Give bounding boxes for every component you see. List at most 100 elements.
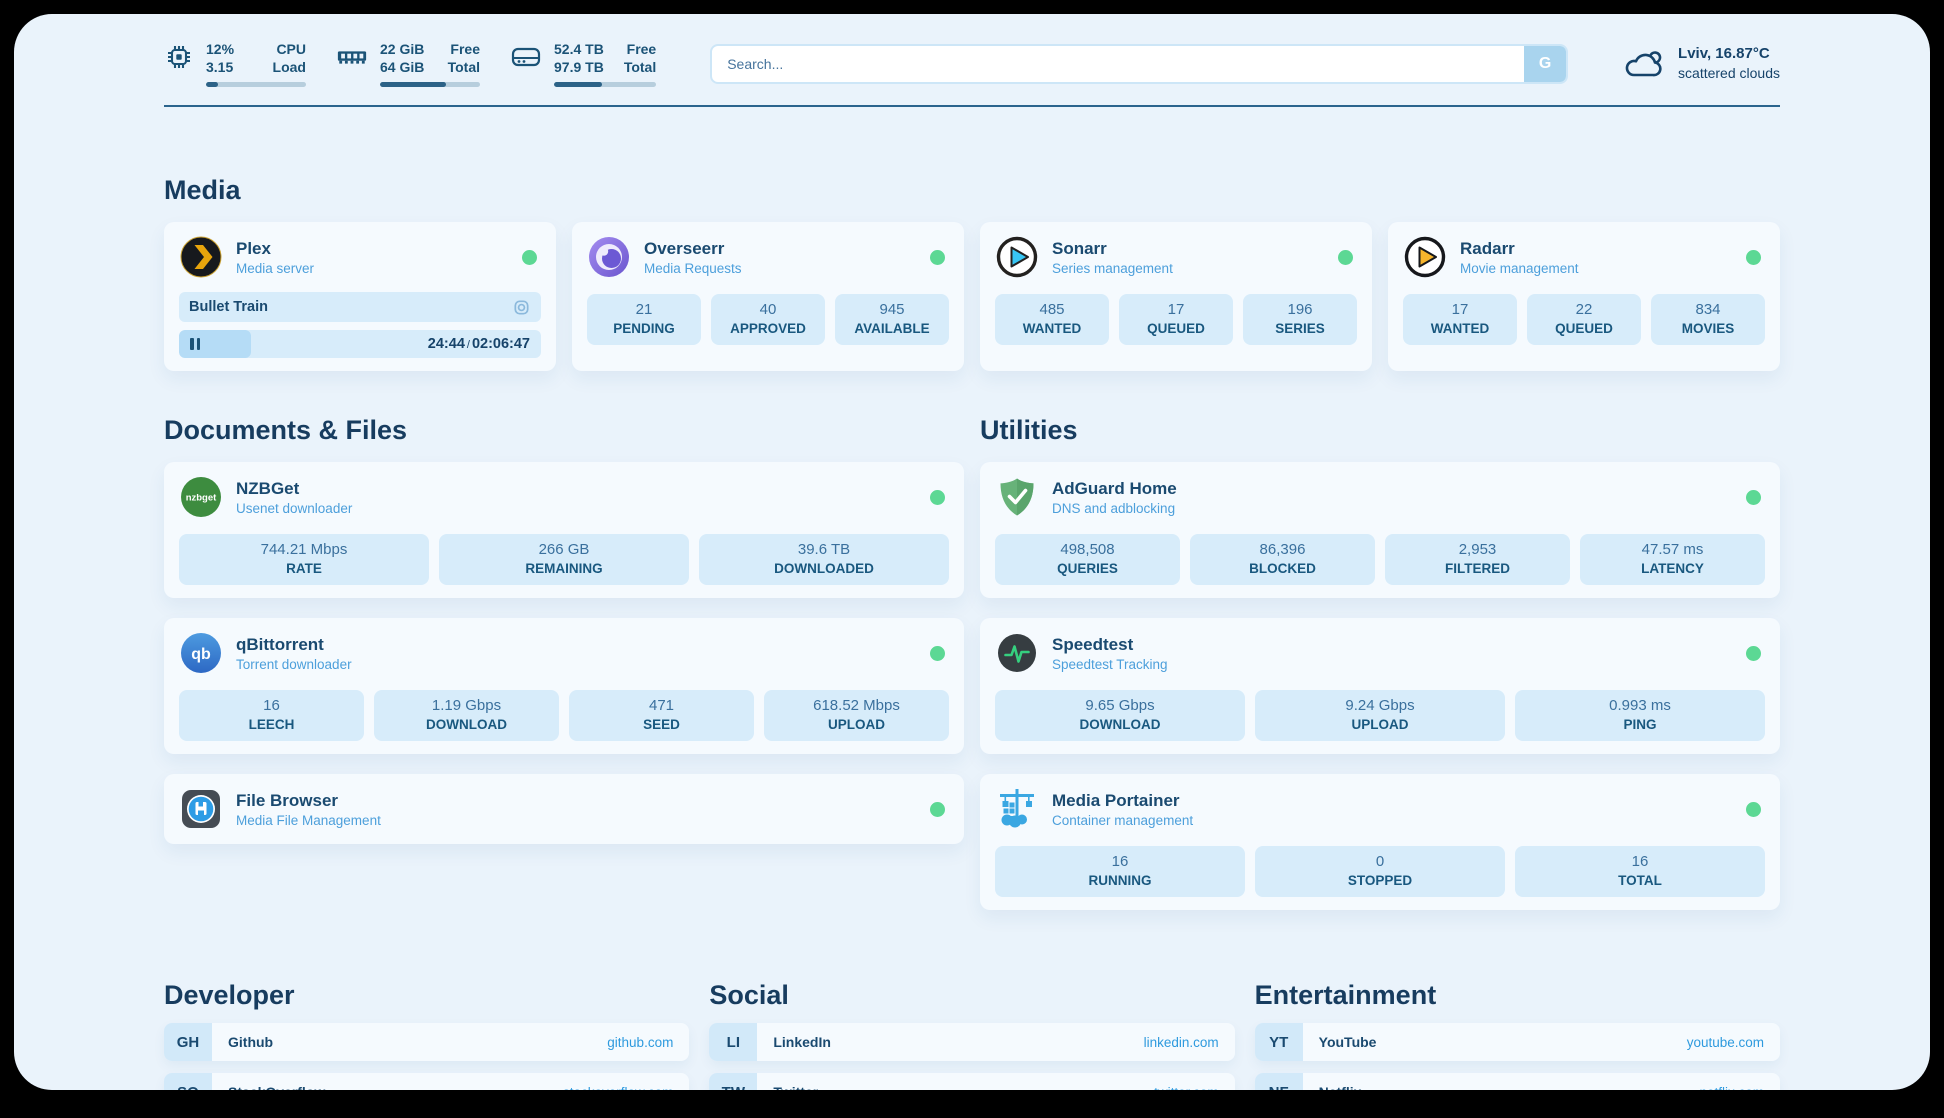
stat-value: 744.21 Mbps	[260, 541, 348, 559]
stat-value: 0	[1375, 853, 1385, 871]
stat-download: 1.19 Gbps DOWNLOAD	[374, 690, 559, 742]
status-dot	[1746, 645, 1761, 661]
bookmark-tag: NF	[1254, 1073, 1303, 1090]
stat-label: PING	[1623, 717, 1657, 733]
ram-free: 22 GiB	[380, 41, 425, 57]
stat-value: 0.993 ms	[1609, 697, 1671, 715]
stat-value: 471	[648, 697, 675, 715]
app-title: Overseerr	[644, 238, 725, 258]
stat-label: REMAINING	[525, 561, 603, 577]
stat-value: 945	[879, 301, 905, 319]
plex-card[interactable]: Plex Media server Bullet Train	[164, 222, 556, 372]
stat-label: AVAILABLE	[854, 321, 930, 337]
qbittorrent-card[interactable]: qb qBittorrent Torrent downloader 16 LEE…	[164, 618, 964, 755]
status-dot	[1746, 489, 1761, 505]
status-dot	[522, 249, 537, 265]
now-playing-row: Bullet Train	[179, 292, 541, 323]
developer-section: Developer GH Github github.com SO StackO…	[164, 980, 690, 1090]
disk-values: 52.4 TB 97.9 TB	[554, 40, 604, 76]
bookmark-url[interactable]: linkedin.com	[1143, 1034, 1219, 1050]
stat-value: 16	[263, 697, 280, 715]
utilities-section: Utilities AdGuard Home DNS and adblockin…	[980, 415, 1780, 930]
dashboard-page: 12% 3.15 CPU Load	[14, 14, 1930, 1090]
bookmark-stackoverflow[interactable]: SO StackOverflow stackoverflow.com	[164, 1073, 690, 1090]
bookmark-github[interactable]: GH Github github.com	[164, 1023, 690, 1062]
disk-free: 52.4 TB	[554, 41, 604, 57]
status-dot	[930, 801, 945, 817]
stat-download: 9.65 Gbps DOWNLOAD	[995, 690, 1245, 742]
portainer-icon	[1000, 789, 1034, 828]
cpu-values: 12% 3.15	[206, 40, 234, 76]
bookmark-netflix[interactable]: NF Netflix netflix.com	[1254, 1073, 1780, 1090]
search-bar[interactable]: G	[710, 43, 1569, 84]
status-dot	[1338, 249, 1353, 265]
disk-total: 97.9 TB	[554, 59, 604, 76]
stat-ping: 0.993 ms PING	[1515, 690, 1765, 742]
search-engine-button[interactable]: G	[1524, 45, 1567, 82]
stat-queued: 17 QUEUED	[1119, 294, 1233, 346]
app-subtitle: Media Requests	[644, 260, 742, 276]
stat-label: MOVIES	[1681, 321, 1735, 337]
qbittorrent-icon: qb	[181, 633, 221, 674]
speedtest-icon	[998, 634, 1036, 673]
bookmark-twitter[interactable]: TW Twitter twitter.com	[709, 1073, 1235, 1090]
stat-value: 22	[1575, 301, 1593, 319]
radarr-card[interactable]: Radarr Movie management 17 WANTED 22 QUE…	[1388, 222, 1780, 372]
weather-widget: Lviv, 16.87°C scattered clouds	[1622, 44, 1780, 83]
stat-value: 1.19 Gbps	[431, 697, 502, 715]
portainer-card[interactable]: Media Portainer Container management 16 …	[980, 774, 1780, 911]
stat-upload: 618.52 Mbps UPLOAD	[764, 690, 949, 742]
bookmark-url[interactable]: github.com	[607, 1034, 674, 1050]
stat-label: DOWNLOADED	[774, 561, 874, 577]
app-title: Speedtest	[1052, 634, 1134, 654]
stat-label: UPLOAD	[1351, 717, 1409, 733]
overseerr-card[interactable]: Overseerr Media Requests 21 PENDING 40 A…	[572, 222, 964, 372]
speedtest-card[interactable]: Speedtest Speedtest Tracking 9.65 Gbps D…	[980, 618, 1780, 755]
bookmark-url[interactable]: stackoverflow.com	[563, 1085, 673, 1090]
bookmark-url[interactable]: netflix.com	[1699, 1085, 1764, 1090]
stat-blocked: 86,396 BLOCKED	[1190, 534, 1375, 586]
topbar-divider	[164, 105, 1780, 108]
adguard-card[interactable]: AdGuard Home DNS and adblocking 498,508 …	[980, 462, 1780, 599]
stat-value: 39.6 TB	[797, 541, 851, 559]
stat-label: BLOCKED	[1249, 561, 1316, 577]
filebrowser-card[interactable]: File Browser Media File Management	[164, 774, 964, 845]
svg-text:nzbget: nzbget	[186, 493, 217, 504]
playback-time: 24:44/02:06:47	[428, 336, 530, 352]
stat-label: STOPPED	[1347, 873, 1413, 889]
gear-icon[interactable]	[512, 298, 531, 317]
disk-stat: 52.4 TB 97.9 TB Free Total	[510, 40, 657, 88]
bookmark-youtube[interactable]: YT YouTube youtube.com	[1254, 1023, 1780, 1062]
stat-movies: 834 MOVIES	[1651, 294, 1765, 346]
ram-progress-fill	[380, 82, 446, 88]
playback-progress-bar[interactable]: 24:44/02:06:47	[179, 330, 541, 359]
status-dot	[930, 249, 945, 265]
documents-section: Documents & Files nzbget NZBGet Usenet d…	[164, 415, 964, 930]
bookmark-tag: GH	[164, 1023, 212, 1062]
developer-heading: Developer	[164, 980, 295, 1011]
app-subtitle: DNS and adblocking	[1052, 500, 1176, 516]
stat-downloaded: 39.6 TB DOWNLOADED	[699, 534, 949, 586]
bookmark-linkedin[interactable]: LI LinkedIn linkedin.com	[709, 1023, 1235, 1062]
stat-series: 196 SERIES	[1243, 294, 1357, 346]
bookmark-tag: SO	[164, 1073, 212, 1090]
stat-label: APPROVED	[730, 321, 806, 337]
bookmark-tag: TW	[709, 1073, 758, 1090]
search-input[interactable]	[712, 45, 1525, 82]
pause-icon[interactable]	[190, 338, 200, 351]
media-heading: Media	[164, 175, 241, 206]
stat-label: QUEUED	[1147, 321, 1205, 337]
elapsed-time: 24:44	[427, 336, 465, 353]
nzbget-card[interactable]: nzbget NZBGet Usenet downloader 744.21 M…	[164, 462, 964, 599]
stat-label: RATE	[286, 561, 322, 577]
stat-remaining: 266 GB REMAINING	[439, 534, 689, 586]
cloud-icon	[1625, 50, 1662, 76]
radarr-icon	[1404, 237, 1446, 278]
bookmark-url[interactable]: youtube.com	[1686, 1034, 1764, 1050]
bookmark-url[interactable]: twitter.com	[1154, 1085, 1219, 1090]
stat-value: 485	[1039, 301, 1065, 319]
status-dot	[1746, 801, 1761, 817]
stat-queries: 498,508 QUERIES	[995, 534, 1180, 586]
weather-condition: scattered clouds	[1678, 65, 1780, 82]
sonarr-card[interactable]: Sonarr Series management 485 WANTED 17 Q…	[980, 222, 1372, 372]
